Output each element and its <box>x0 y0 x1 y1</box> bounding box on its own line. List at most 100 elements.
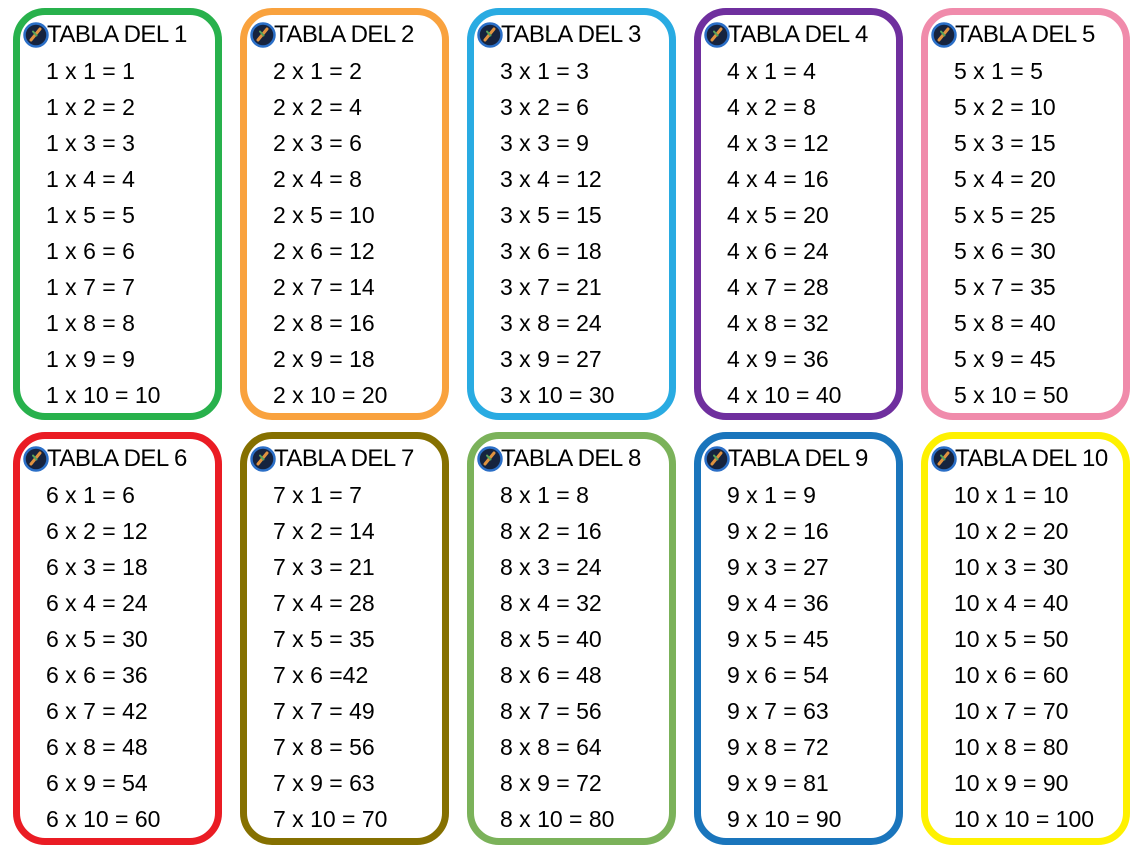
equation-text: 9 x 4 = 36 <box>727 590 829 616</box>
equation-text: 4 x 7 = 28 <box>727 274 829 300</box>
table-header: TABLA DEL 9 <box>701 444 896 474</box>
equation-text: 6 x 10 = 60 <box>46 806 161 832</box>
equation-list: 7 x 1 = 7 7 x 2 = 14 7 x 3 = 21 7 x 4 = 28 7… <box>247 474 442 837</box>
equation-text: 10 x 9 = 90 <box>954 770 1069 796</box>
equation-text: 9 x 7 = 63 <box>727 698 829 724</box>
equation-text: 6 x 9 = 54 <box>46 770 148 796</box>
equation-text: 9 x 1 = 9 <box>727 482 816 508</box>
table-title: TABLA DEL 2 <box>274 21 414 48</box>
equation-text: 3 x 9 = 27 <box>500 346 602 372</box>
equation-text: 2 x 7 = 14 <box>273 274 375 300</box>
equation-text: 2 x 5 = 10 <box>273 202 375 228</box>
table-title: TABLA DEL 3 <box>501 21 641 48</box>
equation-text: 5 x 1 = 5 <box>954 58 1043 84</box>
equation-text: 8 x 2 = 16 <box>500 518 602 544</box>
equation-list: 9 x 1 = 9 9 x 2 = 16 9 x 3 = 27 9 x 4 = 36 9… <box>701 474 896 837</box>
equation-text: 7 x 2 = 14 <box>273 518 375 544</box>
equation-text: 1 x 5 = 5 <box>46 202 135 228</box>
equation-text: 10 x 4 = 40 <box>954 590 1069 616</box>
equation-text: 8 x 1 = 8 <box>500 482 589 508</box>
equation-list: 3 x 1 = 3 3 x 2 = 6 3 x 3 = 9 3 x 4 = 12 3 x… <box>474 50 669 413</box>
equation-text: 5 x 2 = 10 <box>954 94 1056 120</box>
equation-text: 1 x 9 = 9 <box>46 346 135 372</box>
equation-text: 4 x 4 = 16 <box>727 166 829 192</box>
equation-text: 3 x 6 = 18 <box>500 238 602 264</box>
equation-text: 9 x 9 = 81 <box>727 770 829 796</box>
equation-text: 4 x 9 = 36 <box>727 346 829 372</box>
equation-text: 6 x 1 = 6 <box>46 482 135 508</box>
equation-text: 4 x 5 = 20 <box>727 202 829 228</box>
equation-text: 9 x 3 = 27 <box>727 554 829 580</box>
equation-text: 1 x 1 = 1 <box>46 58 135 84</box>
table-header: TABLA DEL 3 <box>474 20 669 50</box>
equation-text: 8 x 5 = 40 <box>500 626 602 652</box>
equation-text: 6 x 3 = 18 <box>46 554 148 580</box>
equation-text: 1 x 6 = 6 <box>46 238 135 264</box>
equation-text: 8 x 8 = 64 <box>500 734 602 760</box>
equation-text: 6 x 7 = 42 <box>46 698 148 724</box>
equation-text: 4 x 10 = 40 <box>727 382 842 408</box>
equation-text: 3 x 3 = 9 <box>500 130 589 156</box>
table-title: TABLA DEL 10 <box>955 445 1108 472</box>
table-header: TABLA DEL 7 <box>247 444 442 474</box>
equation-text: 5 x 7 = 35 <box>954 274 1056 300</box>
table-title: TABLA DEL 4 <box>728 21 868 48</box>
equation-text: 5 x 4 = 20 <box>954 166 1056 192</box>
equation-text: 5 x 5 = 25 <box>954 202 1056 228</box>
equation-text: 7 x 6 =42 <box>273 662 369 688</box>
equation-text: 7 x 9 = 63 <box>273 770 375 796</box>
equation-text: 10 x 5 = 50 <box>954 626 1069 652</box>
equation-text: 7 x 1 = 7 <box>273 482 362 508</box>
equation-text: 2 x 10 = 20 <box>273 382 388 408</box>
equation-text: 7 x 3 = 21 <box>273 554 375 580</box>
logo-icon <box>704 446 730 472</box>
multiplication-table-card: TABLA DEL 5 5 x 1 = 5 5 x 2 = 10 5 x 3 = 1… <box>921 8 1130 420</box>
equation-text: 6 x 2 = 12 <box>46 518 148 544</box>
equation-text: 9 x 5 = 45 <box>727 626 829 652</box>
equation-text: 10 x 1 = 10 <box>954 482 1069 508</box>
equation-text: 5 x 8 = 40 <box>954 310 1056 336</box>
equation-list: 6 x 1 = 6 6 x 2 = 12 6 x 3 = 18 6 x 4 = 24 6… <box>20 474 215 837</box>
equation-text: 10 x 7 = 70 <box>954 698 1069 724</box>
table-header: TABLA DEL 1 <box>20 20 215 50</box>
equation-text: 4 x 6 = 24 <box>727 238 829 264</box>
equation-text: 3 x 1 = 3 <box>500 58 589 84</box>
equation-text: 6 x 4 = 24 <box>46 590 148 616</box>
table-title: TABLA DEL 6 <box>47 445 187 472</box>
equation-text: 2 x 8 = 16 <box>273 310 375 336</box>
table-title: TABLA DEL 1 <box>47 21 187 48</box>
table-header: TABLA DEL 8 <box>474 444 669 474</box>
equation-text: 1 x 2 = 2 <box>46 94 135 120</box>
multiplication-table-card: TABLA DEL 8 8 x 1 = 8 8 x 2 = 16 8 x 3 = 2… <box>467 432 676 845</box>
equation-text: 8 x 9 = 72 <box>500 770 602 796</box>
multiplication-table-card: TABLA DEL 10 10 x 1 = 10 10 x 2 = 20 10 x … <box>921 432 1130 845</box>
equation-text: 3 x 10 = 30 <box>500 382 615 408</box>
table-header: TABLA DEL 10 <box>928 444 1123 474</box>
equation-text: 4 x 1 = 4 <box>727 58 816 84</box>
multiplication-table-card: TABLA DEL 7 7 x 1 = 7 7 x 2 = 14 7 x 3 = 2… <box>240 432 449 845</box>
equation-text: 8 x 7 = 56 <box>500 698 602 724</box>
logo-icon <box>23 446 49 472</box>
equation-text: 9 x 2 = 16 <box>727 518 829 544</box>
table-header: TABLA DEL 6 <box>20 444 215 474</box>
equation-text: 8 x 10 = 80 <box>500 806 615 832</box>
logo-icon <box>250 22 276 48</box>
equation-text: 2 x 2 = 4 <box>273 94 362 120</box>
table-title: TABLA DEL 8 <box>501 445 641 472</box>
equation-text: 9 x 6 = 54 <box>727 662 829 688</box>
equation-text: 10 x 2 = 20 <box>954 518 1069 544</box>
equation-list: 1 x 1 = 1 1 x 2 = 2 1 x 3 = 3 1 x 4 = 4 1 x … <box>20 50 215 413</box>
equation-text: 9 x 10 = 90 <box>727 806 842 832</box>
equation-text: 2 x 1 = 2 <box>273 58 362 84</box>
logo-icon <box>477 446 503 472</box>
equation-text: 7 x 7 = 49 <box>273 698 375 724</box>
table-header: TABLA DEL 2 <box>247 20 442 50</box>
multiplication-table-card: TABLA DEL 6 6 x 1 = 6 6 x 2 = 12 6 x 3 = 1… <box>13 432 222 845</box>
equation-text: 5 x 6 = 30 <box>954 238 1056 264</box>
equation-text: 2 x 6 = 12 <box>273 238 375 264</box>
equation-text: 1 x 4 = 4 <box>46 166 135 192</box>
equation-text: 3 x 8 = 24 <box>500 310 602 336</box>
equation-text: 5 x 10 = 50 <box>954 382 1069 408</box>
